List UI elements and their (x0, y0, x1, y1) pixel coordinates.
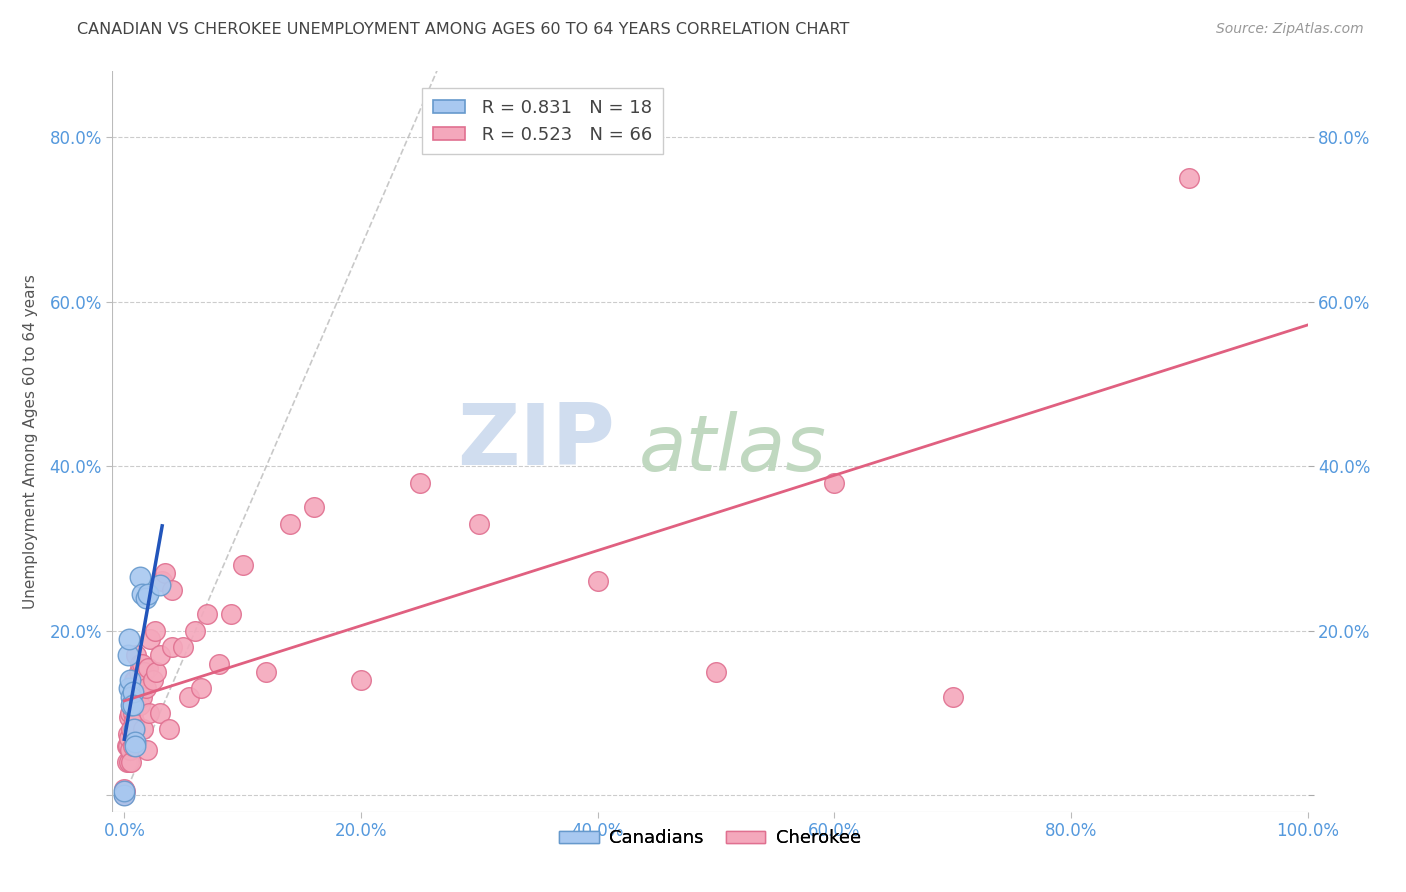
Point (120, 706, 142, 720)
Point (120, 723, 142, 737)
Point (124, 673, 146, 687)
Point (468, 516, 491, 531)
Point (128, 657, 150, 671)
Point (586, 574, 609, 589)
Point (254, 665, 277, 679)
Point (112, 789, 135, 803)
Point (112, 789, 135, 803)
Point (942, 690, 965, 704)
Point (172, 640, 194, 655)
Point (232, 558, 254, 572)
Y-axis label: Unemployment Among Ages 60 to 64 years: Unemployment Among Ages 60 to 64 years (24, 274, 38, 609)
Point (135, 591, 157, 605)
Point (195, 607, 218, 622)
Point (121, 698, 143, 712)
Point (823, 475, 845, 490)
Point (131, 657, 153, 671)
Point (120, 756, 142, 770)
Point (302, 500, 325, 515)
Point (118, 632, 141, 646)
Point (128, 698, 150, 712)
Point (125, 690, 148, 704)
Point (128, 665, 150, 679)
Point (122, 714, 145, 729)
Point (160, 582, 183, 597)
Point (160, 640, 183, 655)
Point (131, 587, 153, 601)
Point (143, 624, 166, 638)
Point (120, 698, 142, 712)
Point (118, 756, 141, 770)
Point (350, 673, 373, 687)
Point (149, 706, 172, 720)
Point (118, 710, 141, 724)
Point (153, 566, 176, 581)
Text: atlas: atlas (638, 411, 827, 487)
Point (134, 665, 156, 679)
Point (112, 781, 135, 796)
Point (121, 685, 143, 699)
Point (124, 723, 146, 737)
Point (112, 786, 135, 800)
Point (1178, 171, 1201, 186)
Point (150, 574, 173, 589)
Point (125, 648, 148, 663)
Legend: Canadians, Cherokee: Canadians, Cherokee (551, 822, 869, 855)
Point (122, 723, 145, 737)
Point (190, 681, 212, 696)
Point (122, 673, 145, 687)
Point (121, 739, 143, 753)
Point (208, 657, 231, 671)
Point (117, 648, 139, 663)
Point (120, 743, 142, 757)
Point (179, 690, 201, 704)
Point (149, 578, 172, 592)
Point (128, 570, 150, 584)
Point (136, 661, 159, 675)
Point (278, 516, 301, 531)
Point (139, 632, 162, 646)
Point (115, 756, 138, 770)
Point (142, 673, 165, 687)
Point (115, 739, 138, 753)
Point (157, 723, 180, 737)
Point (135, 681, 157, 696)
Point (118, 681, 141, 696)
Text: Source: ZipAtlas.com: Source: ZipAtlas.com (1216, 22, 1364, 37)
Point (219, 607, 242, 622)
Point (131, 690, 153, 704)
Point (124, 735, 146, 749)
Point (135, 743, 157, 757)
Point (120, 698, 142, 712)
Point (121, 706, 143, 720)
Point (120, 673, 142, 687)
Point (112, 784, 135, 798)
Text: CANADIAN VS CHEROKEE UNEMPLOYMENT AMONG AGES 60 TO 64 YEARS CORRELATION CHART: CANADIAN VS CHEROKEE UNEMPLOYMENT AMONG … (77, 22, 849, 37)
Point (704, 665, 727, 679)
Point (149, 648, 172, 663)
Point (184, 624, 207, 638)
Point (409, 475, 432, 490)
Point (132, 723, 155, 737)
Point (124, 739, 146, 753)
Text: ZIP: ZIP (457, 400, 614, 483)
Point (114, 784, 136, 798)
Point (136, 587, 159, 601)
Point (138, 706, 160, 720)
Point (145, 665, 167, 679)
Point (117, 726, 139, 740)
Point (117, 739, 139, 753)
Point (120, 690, 142, 704)
Point (121, 681, 143, 696)
Point (118, 731, 141, 745)
